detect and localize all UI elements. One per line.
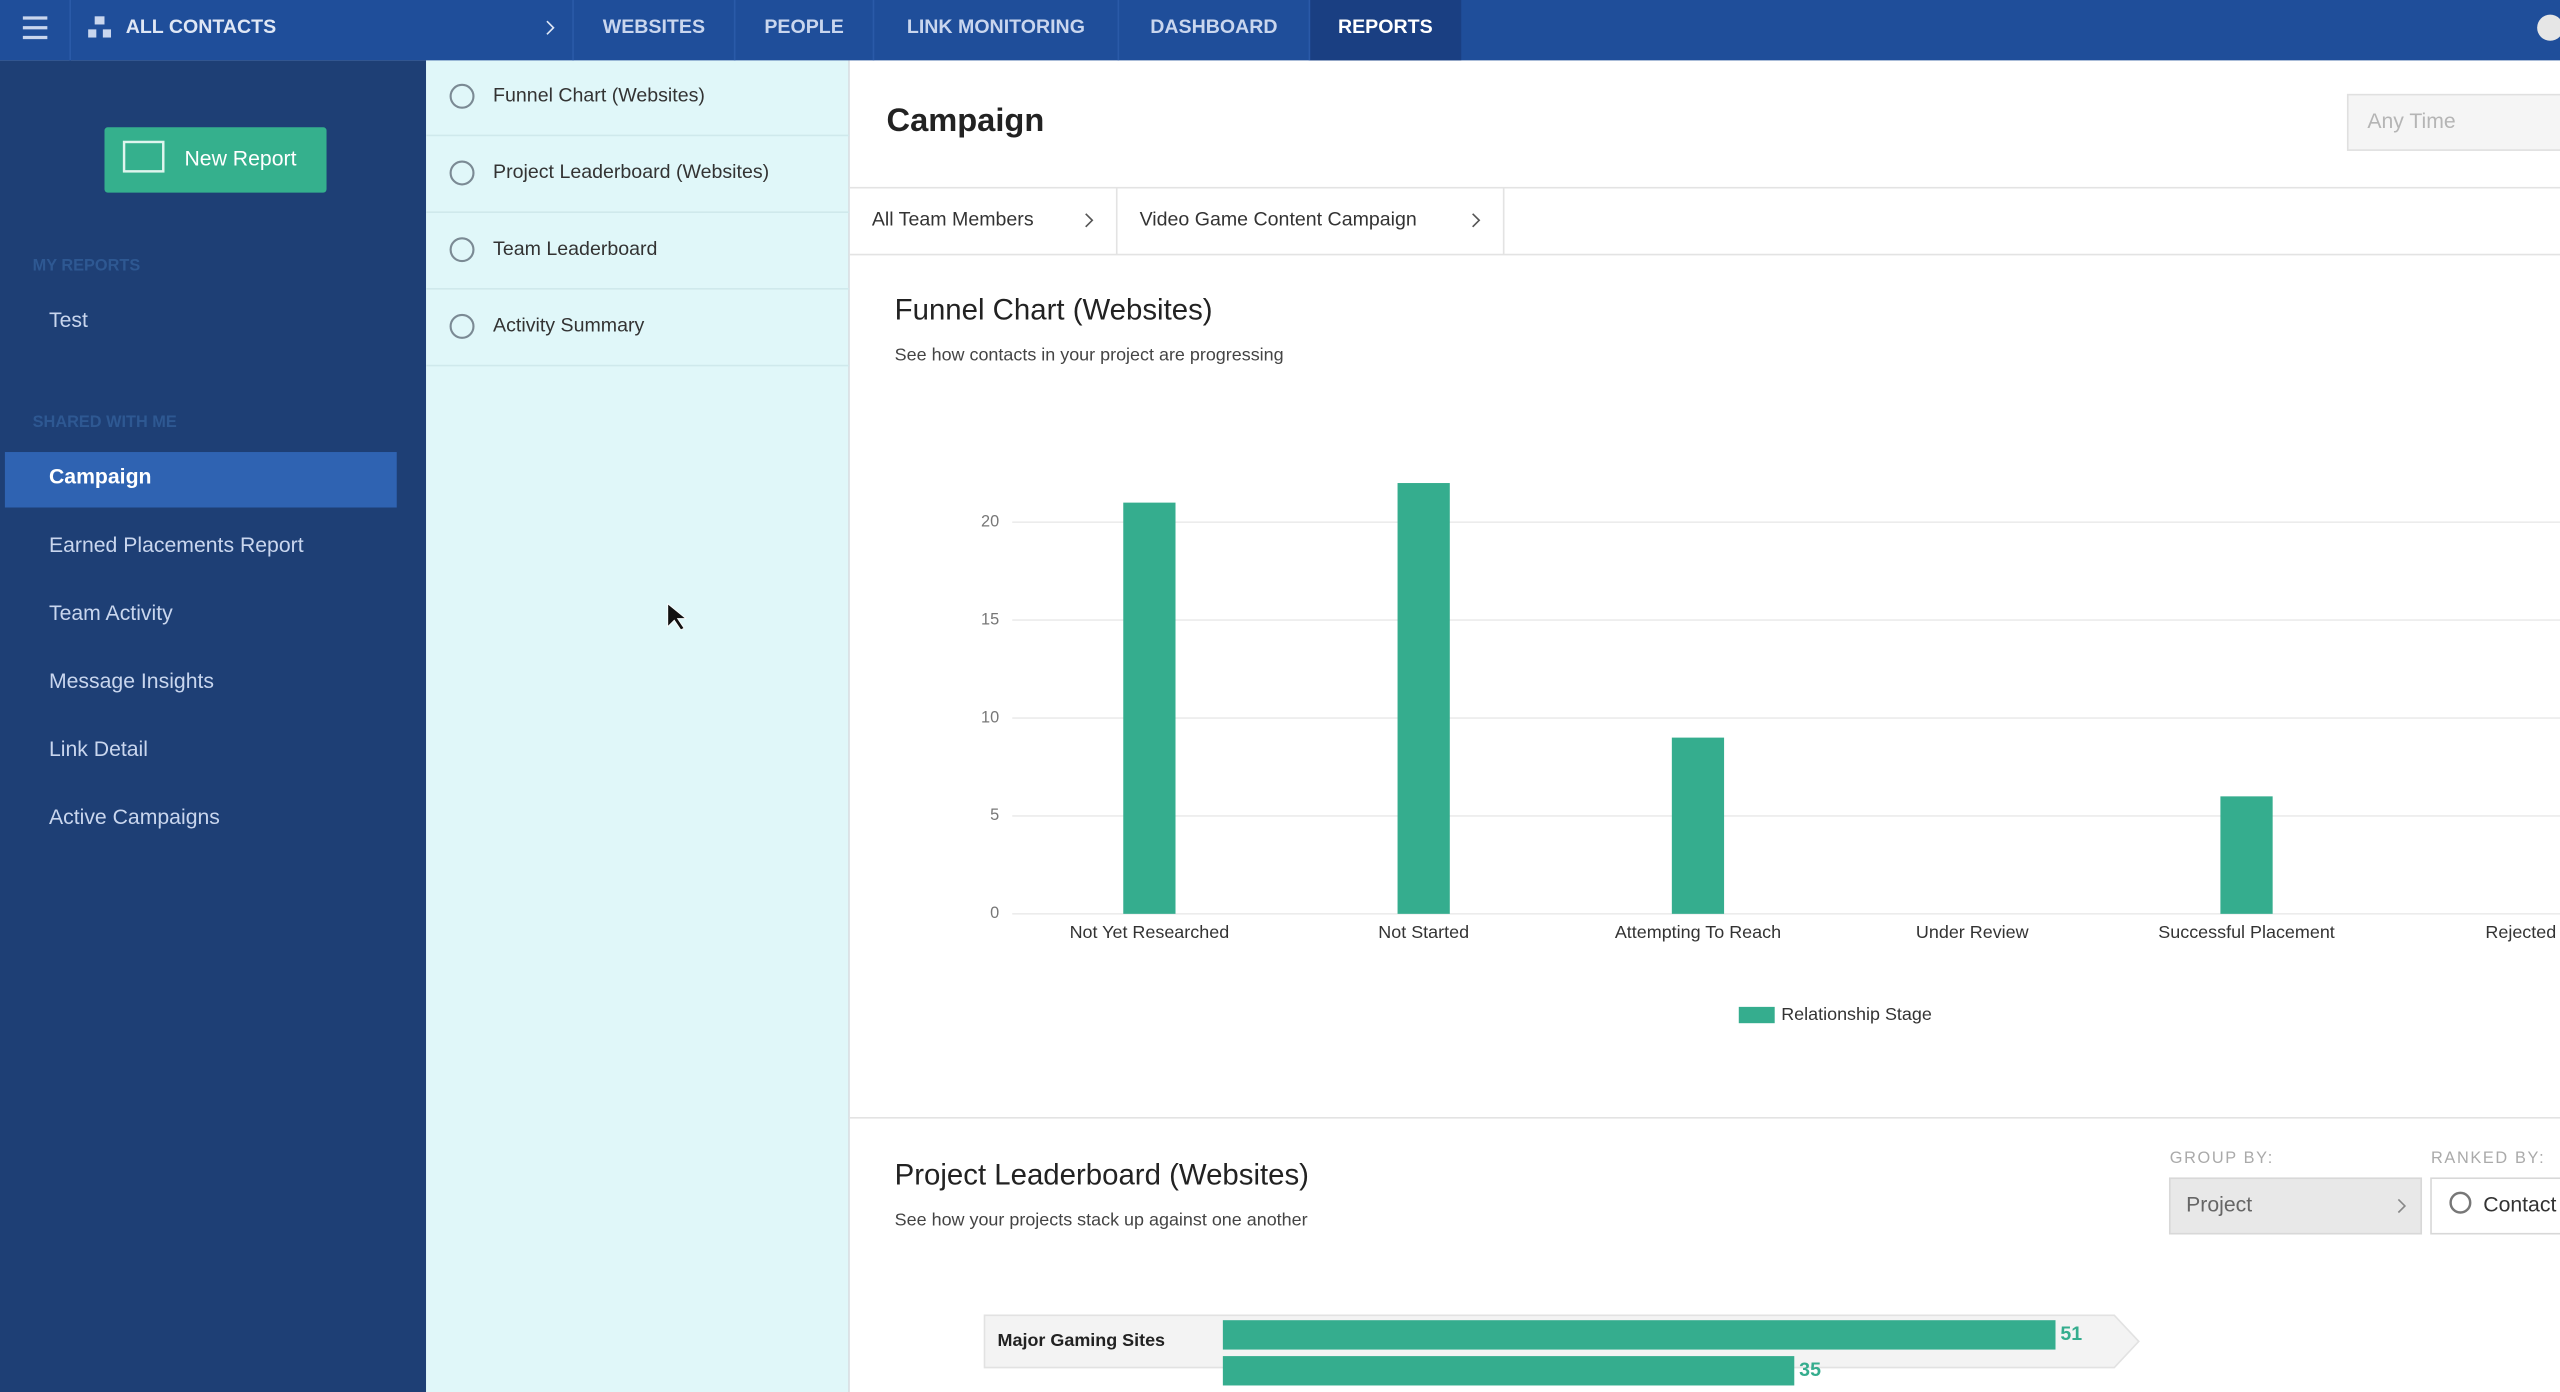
value-label: 35 (1799, 1359, 1821, 1381)
y-tick-label: 10 (981, 708, 999, 726)
chart-title: Funnel Chart (Websites) (895, 293, 1213, 326)
chevron (2397, 1198, 2407, 1214)
x-tick-label: Successful Placement (2158, 922, 2335, 942)
group-by-select[interactable] (2168, 1177, 2423, 1235)
x-tick-label: Under Review (1916, 922, 2029, 942)
filter[interactable]: Video Game Content Campaign (1140, 208, 1417, 230)
section-icon (449, 237, 475, 263)
report-section[interactable]: Project Leaderboard (Websites) (493, 161, 769, 183)
bar (2220, 796, 2273, 914)
nav-tab[interactable]: WEBSITES (603, 16, 705, 38)
sidebar-item[interactable]: Message Insights (49, 670, 214, 693)
sidebar-item[interactable]: Campaign (49, 466, 152, 489)
chart-title: Project Leaderboard (Websites) (895, 1158, 1309, 1191)
active-item (4, 452, 397, 508)
row-label: Major Gaming Sites (998, 1330, 1166, 1350)
group-by-value[interactable]: Project (2186, 1194, 2252, 1217)
report-panel (426, 60, 849, 1392)
sidebar-item[interactable]: Link Detail (49, 738, 148, 761)
x-tick-label: Not Yet Researched (1070, 922, 1230, 942)
ranked-by-select[interactable] (2430, 1177, 2560, 1235)
account-switcher[interactable]: ALL CONTACTS (126, 16, 276, 38)
y-tick-label: 15 (981, 610, 999, 628)
new-report-button[interactable] (104, 127, 327, 193)
y-tick-label: 0 (990, 904, 999, 922)
cursor (667, 602, 687, 631)
x-tick-label: Attempting To Reach (1615, 922, 1781, 942)
section-icon (449, 83, 475, 109)
active-tab (1309, 0, 1462, 61)
new-report-icon (122, 140, 165, 173)
x-tick-label: Not Started (1378, 922, 1469, 942)
report-section[interactable]: Activity Summary (493, 315, 644, 337)
value-label: 51 (2060, 1323, 2082, 1345)
legend-swatch (1738, 1006, 1775, 1024)
ranked-by-value[interactable]: Contact (2483, 1194, 2556, 1217)
sidebar-item[interactable]: Earned Placements Report (49, 534, 304, 557)
top-nav (0, 0, 2560, 61)
filter[interactable]: All Team Members (872, 208, 1034, 230)
bar (1222, 1320, 2056, 1350)
sidebar-item[interactable]: Team Activity (49, 602, 173, 625)
bar (1671, 737, 1725, 914)
group-by-label: GROUP BY: (2170, 1149, 2274, 1167)
section-icon (449, 160, 475, 186)
chevron (1085, 213, 1094, 228)
sidebar-item[interactable]: Test (49, 309, 88, 332)
bar (1397, 483, 1450, 914)
bar (1222, 1356, 1795, 1386)
contacts-icon (88, 16, 112, 38)
ranked-icon (2449, 1191, 2472, 1214)
chevron (1472, 213, 1481, 228)
section-heading: SHARED WITH ME (33, 413, 177, 431)
y-tick-label: 5 (990, 806, 999, 824)
menu-icon[interactable] (22, 16, 48, 40)
avatar[interactable] (2537, 14, 2560, 41)
sidebar-item[interactable]: Active Campaigns (49, 806, 220, 829)
new-report-label[interactable]: New Report (184, 148, 296, 171)
x-tick-label: Rejected (2485, 922, 2556, 942)
section-icon (449, 313, 475, 339)
bar (1123, 502, 1176, 914)
nav-tab[interactable]: PEOPLE (764, 16, 843, 38)
chart-subtitle: See how contacts in your project are pro… (895, 344, 1284, 364)
nav-tab[interactable]: DASHBOARD (1150, 16, 1277, 38)
nav-tab[interactable]: LINK MONITORING (907, 16, 1085, 38)
legend-label: Relationship Stage (1781, 1004, 1932, 1024)
sidebar (0, 60, 427, 1392)
time-filter[interactable]: Any Time (2367, 110, 2455, 133)
y-tick-label: 20 (981, 513, 999, 531)
section-heading: MY REPORTS (33, 256, 141, 274)
report-section[interactable]: Team Leaderboard (493, 238, 657, 260)
time-filter-box[interactable] (2346, 93, 2560, 151)
nav-tab[interactable]: REPORTS (1338, 16, 1433, 38)
ranked-by-label: RANKED BY: (2431, 1149, 2545, 1167)
chart-subtitle: See how your projects stack up against o… (895, 1209, 1308, 1229)
page-title: Campaign (887, 101, 1045, 138)
report-section[interactable]: Funnel Chart (Websites) (493, 84, 705, 106)
chevron (546, 20, 555, 35)
